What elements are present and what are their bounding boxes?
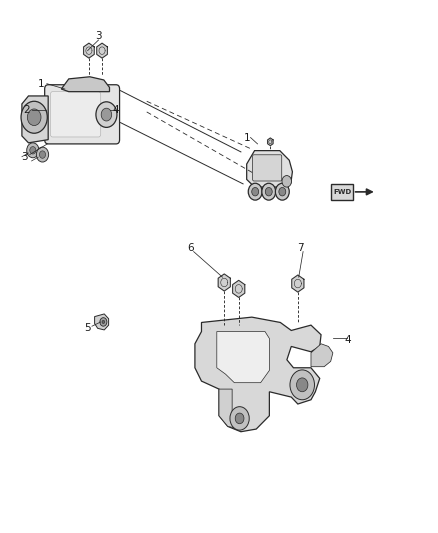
- Polygon shape: [217, 332, 269, 383]
- Polygon shape: [268, 138, 273, 146]
- FancyBboxPatch shape: [50, 92, 101, 137]
- Circle shape: [248, 183, 262, 200]
- Polygon shape: [22, 96, 48, 143]
- FancyBboxPatch shape: [331, 184, 353, 200]
- Circle shape: [297, 378, 308, 392]
- Polygon shape: [311, 344, 333, 367]
- Circle shape: [282, 175, 291, 187]
- Circle shape: [27, 109, 41, 126]
- Text: 1: 1: [38, 79, 45, 88]
- Polygon shape: [292, 275, 304, 292]
- Circle shape: [101, 108, 112, 121]
- Polygon shape: [218, 274, 230, 291]
- Circle shape: [21, 101, 47, 133]
- Circle shape: [265, 188, 272, 196]
- Circle shape: [230, 407, 249, 430]
- Circle shape: [279, 188, 286, 196]
- Polygon shape: [97, 43, 107, 58]
- Text: 3: 3: [95, 31, 102, 41]
- Polygon shape: [247, 151, 293, 187]
- Polygon shape: [233, 280, 245, 297]
- Circle shape: [100, 318, 107, 326]
- Circle shape: [96, 102, 117, 127]
- Circle shape: [27, 143, 39, 158]
- Polygon shape: [95, 314, 109, 330]
- Circle shape: [30, 147, 36, 154]
- Polygon shape: [195, 317, 321, 432]
- Circle shape: [262, 183, 276, 200]
- Text: 3: 3: [21, 152, 28, 161]
- Text: 7: 7: [297, 243, 304, 253]
- Text: 6: 6: [187, 243, 194, 253]
- Polygon shape: [61, 77, 110, 92]
- Circle shape: [235, 413, 244, 424]
- Circle shape: [36, 147, 49, 162]
- Circle shape: [276, 183, 289, 200]
- Circle shape: [290, 370, 314, 400]
- Circle shape: [39, 151, 46, 158]
- Text: 2: 2: [23, 106, 30, 115]
- Text: 4: 4: [345, 335, 352, 345]
- Circle shape: [252, 188, 259, 196]
- Polygon shape: [219, 389, 241, 429]
- FancyBboxPatch shape: [253, 155, 282, 181]
- Text: FWD: FWD: [333, 189, 351, 195]
- FancyBboxPatch shape: [45, 85, 120, 144]
- Text: 4: 4: [113, 106, 120, 115]
- Polygon shape: [84, 43, 94, 58]
- Circle shape: [102, 320, 105, 324]
- Text: 5: 5: [84, 323, 91, 333]
- Text: 1: 1: [244, 133, 251, 142]
